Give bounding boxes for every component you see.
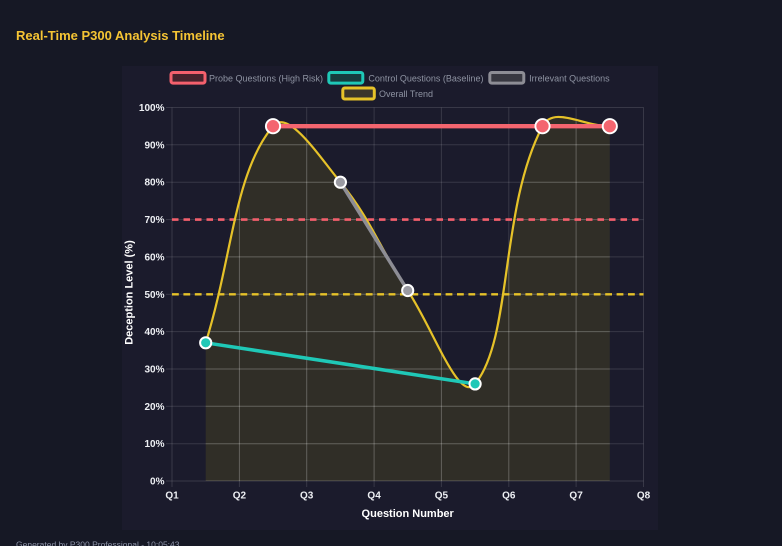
svg-text:Control Questions (Baseline): Control Questions (Baseline) (368, 73, 483, 83)
svg-text:10%: 10% (144, 439, 164, 450)
svg-text:Q3: Q3 (300, 491, 314, 502)
svg-text:Q5: Q5 (435, 491, 449, 502)
svg-text:Q4: Q4 (367, 491, 381, 502)
svg-text:Question Number: Question Number (362, 508, 455, 520)
svg-text:80%: 80% (144, 178, 164, 189)
svg-text:Q1: Q1 (165, 491, 179, 502)
svg-text:20%: 20% (144, 402, 164, 413)
svg-text:90%: 90% (144, 140, 164, 151)
svg-text:Overall Trend: Overall Trend (379, 89, 433, 99)
svg-text:Q6: Q6 (502, 491, 516, 502)
svg-text:30%: 30% (144, 365, 164, 376)
svg-text:50%: 50% (144, 290, 164, 301)
svg-text:Irrelevant Questions: Irrelevant Questions (529, 73, 610, 83)
svg-text:0%: 0% (150, 477, 165, 488)
svg-text:Probe Questions (High Risk): Probe Questions (High Risk) (209, 73, 323, 83)
svg-text:Deception Level (%): Deception Level (%) (123, 240, 135, 345)
svg-text:100%: 100% (139, 103, 165, 114)
svg-text:70%: 70% (144, 215, 164, 226)
svg-text:Q7: Q7 (569, 491, 583, 502)
svg-text:60%: 60% (144, 252, 164, 263)
svg-text:Q8: Q8 (637, 491, 651, 502)
svg-text:Q2: Q2 (233, 491, 247, 502)
svg-text:40%: 40% (144, 327, 164, 338)
svg-text:Generated by P300 Professional: Generated by P300 Professional - 10:05:4… (16, 540, 180, 546)
